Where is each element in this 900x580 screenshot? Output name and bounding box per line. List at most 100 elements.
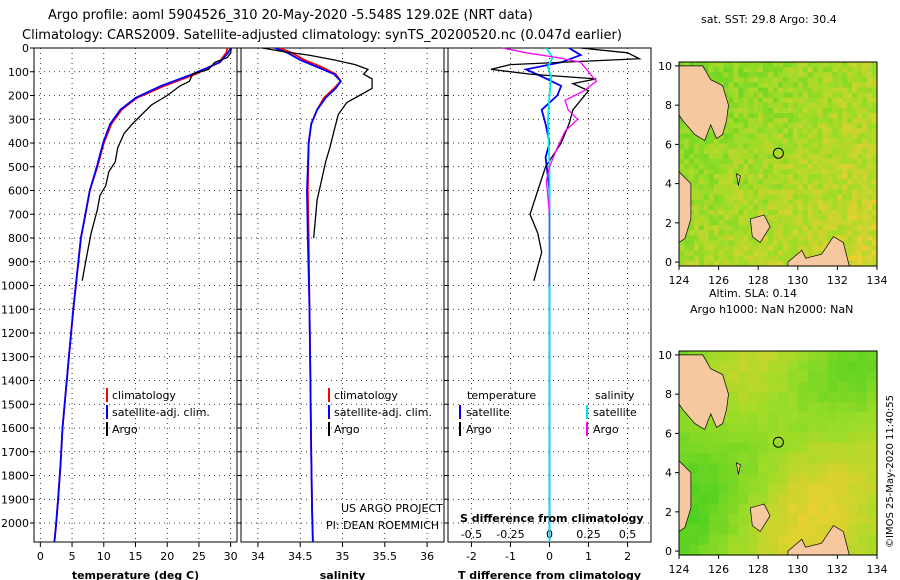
x-tick-label: 35.5 xyxy=(373,550,398,563)
map-cell xyxy=(679,123,685,129)
map-cell xyxy=(679,422,690,434)
map-cell xyxy=(862,209,868,216)
imos-credit: ©IMOS 25-May-2020 11:40:55 xyxy=(885,395,896,548)
map-cell xyxy=(743,209,749,216)
map-cell xyxy=(807,72,814,78)
map-cell xyxy=(857,391,868,403)
map-cell xyxy=(857,412,868,423)
map-cell xyxy=(857,225,863,231)
map-cell xyxy=(733,204,739,211)
map-cell xyxy=(778,209,784,216)
map-cell xyxy=(743,67,749,73)
map-cell xyxy=(867,148,873,155)
map-cell xyxy=(713,174,720,180)
map-cell xyxy=(867,138,873,145)
map-cell xyxy=(852,215,858,221)
map-cell xyxy=(723,179,729,185)
map-cell xyxy=(679,118,685,124)
map-cell xyxy=(812,77,819,83)
map-cell xyxy=(778,189,784,196)
map-cell xyxy=(738,422,749,434)
map-cell xyxy=(679,412,690,423)
map-cell xyxy=(728,164,734,170)
map-cell xyxy=(698,184,705,191)
map-frame xyxy=(678,61,878,267)
map-cell xyxy=(802,97,809,104)
map-cell xyxy=(787,77,794,83)
map-cell xyxy=(862,225,868,231)
map-cell xyxy=(708,351,720,362)
map-cell xyxy=(698,524,710,536)
credit-org: US ARGO PROJECT xyxy=(341,502,443,515)
map-cell xyxy=(728,128,734,134)
series-line-satellite-adj-clim- xyxy=(274,47,342,543)
map-cell xyxy=(713,77,720,83)
map-cell xyxy=(837,225,843,231)
map-cell xyxy=(743,174,749,180)
map-cell xyxy=(852,143,858,150)
map-cell xyxy=(852,179,858,185)
map-cell xyxy=(792,250,799,257)
map-cell xyxy=(748,235,754,242)
map-cell xyxy=(748,138,754,145)
map-cell xyxy=(698,138,705,145)
map-cell xyxy=(778,245,784,252)
map-cell xyxy=(783,204,789,211)
map-cell xyxy=(688,62,695,68)
map-cell xyxy=(728,82,734,89)
map-cell xyxy=(797,102,804,109)
map-cell xyxy=(847,504,858,515)
map-cell xyxy=(778,432,789,444)
map-cell xyxy=(867,473,878,485)
y-tick-label: 1900 xyxy=(1,493,29,506)
difference-panel: -2 -1 0 1 2T difference from climatology-0.5… xyxy=(444,47,652,580)
map-cell xyxy=(867,493,878,505)
map-cell xyxy=(827,87,833,94)
map-cell xyxy=(679,62,685,68)
map-x-tick-label: 134 xyxy=(867,274,888,287)
map-cell xyxy=(852,97,858,104)
map-cell xyxy=(703,179,710,185)
map-cell xyxy=(792,82,799,89)
map-cell xyxy=(728,412,739,423)
map-cell xyxy=(728,361,739,372)
map-cell xyxy=(718,534,730,546)
map-cell xyxy=(758,442,769,454)
map-cell xyxy=(783,169,789,175)
map-cell xyxy=(773,209,779,216)
map-cell xyxy=(738,184,744,191)
map-cell xyxy=(872,82,878,89)
map-cell xyxy=(773,153,779,160)
map-cell xyxy=(857,240,863,247)
map-cell xyxy=(728,184,734,191)
map-cell xyxy=(862,194,868,201)
map-cell xyxy=(693,158,700,165)
map-cell xyxy=(684,143,690,150)
map-cell xyxy=(743,225,749,231)
map-cell xyxy=(728,123,734,129)
map-cell xyxy=(733,194,739,201)
map-cell xyxy=(768,184,774,191)
map-cell xyxy=(728,463,739,474)
x-tick-label: 34 xyxy=(251,550,265,563)
map-cell xyxy=(817,442,829,454)
map-cell xyxy=(827,82,833,89)
y-tick-label: 1600 xyxy=(1,422,29,435)
map-cell xyxy=(802,230,809,236)
map-cell xyxy=(812,250,819,257)
map-cell xyxy=(847,199,853,206)
map-cell xyxy=(728,199,734,206)
map-cell xyxy=(738,442,749,454)
map-cell xyxy=(857,87,863,94)
map-cell xyxy=(867,412,878,423)
map-cell xyxy=(738,92,744,99)
map-cell xyxy=(832,62,838,68)
map-cell xyxy=(773,128,779,134)
map-cell xyxy=(817,113,824,119)
map-cell xyxy=(708,164,715,170)
map-cell xyxy=(698,240,705,247)
map-cell xyxy=(807,189,814,196)
map-cell xyxy=(847,194,853,201)
map-cell xyxy=(817,225,824,231)
map-cell xyxy=(758,169,764,175)
